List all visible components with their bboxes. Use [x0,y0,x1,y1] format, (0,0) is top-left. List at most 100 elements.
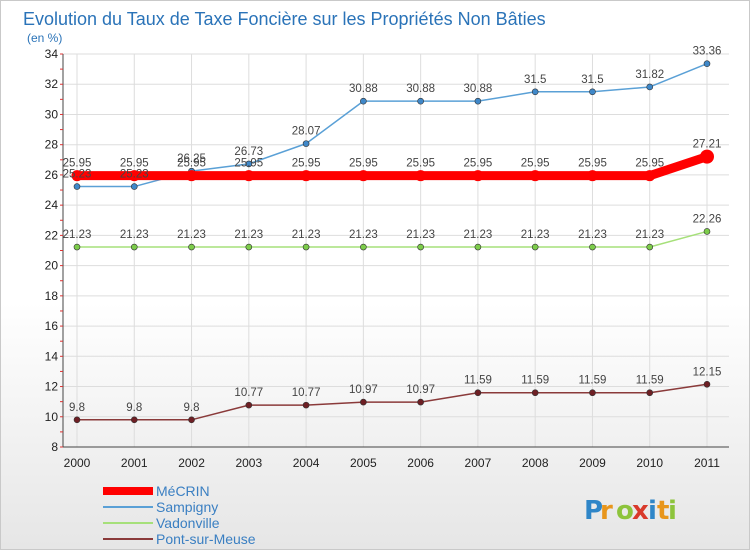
data-point [128,170,140,182]
data-point [703,60,711,67]
data-point [73,183,81,190]
x-tick-label: 2001 [121,456,148,470]
x-tick-label: 2000 [64,456,91,470]
data-point [589,88,596,96]
data-label: 21.23 [521,229,550,241]
data-label: 25.95 [464,158,493,170]
y-tick-label: 28 [45,138,59,152]
data-label: 31.82 [635,69,664,81]
data-label: 10.77 [292,387,321,399]
data-label: 25.95 [635,158,664,170]
y-tick-label: 12 [45,380,59,394]
data-point [245,160,253,168]
data-label: 21.23 [349,229,378,241]
data-point [71,170,83,182]
legend-label: MéCRIN [156,483,210,499]
x-tick-label: 2002 [178,456,205,470]
data-point [360,243,367,251]
data-point [302,140,310,147]
y-tick-label: 26 [45,168,59,182]
data-label: 9.8 [184,402,200,414]
series-line-Sampigny [76,62,708,188]
data-point [302,243,310,251]
data-label: 31.5 [524,74,546,86]
data-point [417,97,424,105]
data-point [700,149,714,164]
data-label: 25.95 [120,158,149,170]
data-point [417,398,424,406]
x-tick-label: 2003 [235,456,262,470]
data-point [644,170,656,182]
grid [63,53,729,448]
y-tick-label: 24 [45,198,59,212]
logo-letter: i [648,496,657,526]
data-label: 21.23 [292,229,321,241]
data-label: 11.59 [464,375,492,387]
logo-letter: x [632,496,649,526]
data-label: 9.8 [69,402,85,414]
x-tick-label: 2004 [293,456,320,470]
data-label: 22.26 [693,213,722,225]
y-tick-label: 20 [45,259,59,273]
data-label: 21.23 [63,229,92,241]
data-point [188,243,195,251]
logo-letter: t [657,496,669,526]
x-tick-label: 2007 [465,456,492,470]
proxiti-logo: Pr ox i ti [584,496,677,526]
data-label: 25.95 [349,158,378,170]
x-tick-label: 2009 [579,456,606,470]
y-tick-label: 16 [45,319,59,333]
data-point [531,389,539,397]
data-point [703,228,711,235]
data-point [586,170,598,182]
y-tick-label: 8 [51,440,58,454]
data-label: 26.25 [177,153,206,165]
data-label: 21.23 [234,229,263,241]
data-point [357,170,369,182]
data-label: 27.21 [693,139,722,151]
x-tick-label: 2010 [636,456,663,470]
logo-letter: o [616,496,634,526]
data-point [529,170,541,182]
data-label: 30.88 [406,83,435,95]
data-point [589,389,596,397]
data-point [703,380,711,388]
data-point [245,401,253,409]
y-tick-label: 30 [45,107,59,121]
data-label: 25.23 [120,169,149,181]
x-tick-label: 2008 [522,456,549,470]
y-tick-label: 14 [45,349,59,363]
data-point [474,97,482,105]
data-point [474,389,482,397]
data-point [130,416,138,424]
data-point [531,243,539,251]
data-point [360,398,367,406]
data-label: 25.95 [177,158,206,170]
data-point [531,88,539,96]
data-label: 10.97 [406,384,435,396]
data-label: 25.95 [521,158,550,170]
legend-label: Vadonville [156,515,220,531]
data-point [130,183,138,190]
data-point [472,170,484,182]
data-label: 21.23 [464,229,493,241]
series-group [71,60,714,424]
chart-title: Evolution du Taux de Taxe Foncière sur l… [23,9,546,29]
series-line-Pont-sur-Meuse [76,383,708,421]
data-point [73,243,81,251]
data-label: 26.73 [234,146,263,158]
data-point [73,416,81,424]
data-point [417,243,424,251]
data-label: 25.95 [578,158,607,170]
data-label: 21.23 [578,229,607,241]
axes: 8 10 12 14 16 18 20 22 24 26 28 30 32 34 2000 2001 2002 2… [45,47,729,470]
data-label: 21.23 [177,229,206,241]
data-label: 10.97 [349,384,378,396]
legend-label: Pont-sur-Meuse [156,531,256,547]
data-label: 28.07 [292,126,321,138]
data-point [646,389,654,397]
data-label: 30.88 [464,83,493,95]
chart-subtitle: (en %) [27,31,62,45]
